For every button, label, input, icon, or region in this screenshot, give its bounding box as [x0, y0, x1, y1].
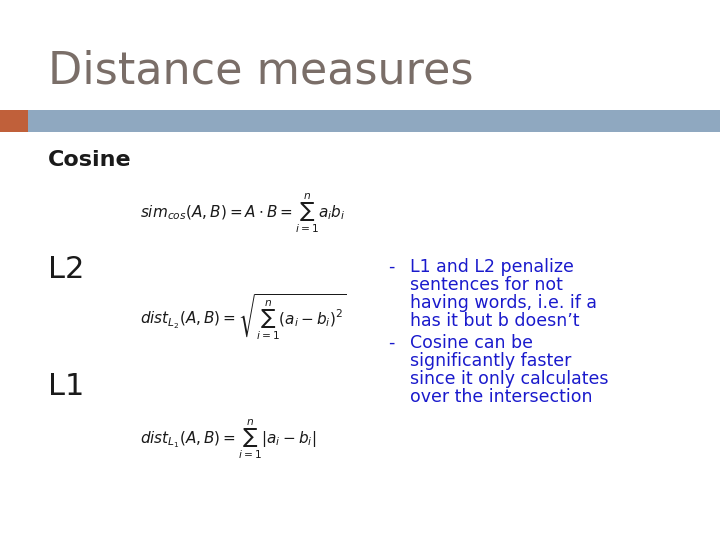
- Text: L2: L2: [48, 255, 84, 284]
- Text: L1 and L2 penalize: L1 and L2 penalize: [410, 258, 574, 276]
- Text: -: -: [388, 334, 395, 352]
- Text: Cosine: Cosine: [48, 150, 132, 170]
- Text: $\mathit{dist}_{L_2}(A,B)=\sqrt{\sum_{i=1}^{n}(a_i-b_i)^2}$: $\mathit{dist}_{L_2}(A,B)=\sqrt{\sum_{i=…: [140, 292, 346, 342]
- Bar: [0, 110, 28, 132]
- Text: sentences for not: sentences for not: [410, 276, 563, 294]
- Text: L1: L1: [48, 372, 84, 401]
- Text: since it only calculates: since it only calculates: [410, 370, 608, 388]
- Bar: [0, 110, 720, 132]
- Text: Distance measures: Distance measures: [48, 50, 474, 93]
- Text: having words, i.e. if a: having words, i.e. if a: [410, 294, 597, 312]
- Text: has it but b doesn’t: has it but b doesn’t: [410, 312, 580, 330]
- Text: $\mathit{sim}_{\mathit{cos}}(A,B)=A\cdot B=\sum_{i=1}^{n} a_i b_i$: $\mathit{sim}_{\mathit{cos}}(A,B)=A\cdot…: [140, 192, 346, 235]
- Text: $\mathit{dist}_{L_1}(A,B)=\sum_{i=1}^{n}|a_i-b_i|$: $\mathit{dist}_{L_1}(A,B)=\sum_{i=1}^{n}…: [140, 418, 316, 461]
- Text: over the intersection: over the intersection: [410, 388, 593, 406]
- Text: -: -: [388, 258, 395, 276]
- Text: significantly faster: significantly faster: [410, 352, 572, 370]
- Text: Cosine can be: Cosine can be: [410, 334, 533, 352]
